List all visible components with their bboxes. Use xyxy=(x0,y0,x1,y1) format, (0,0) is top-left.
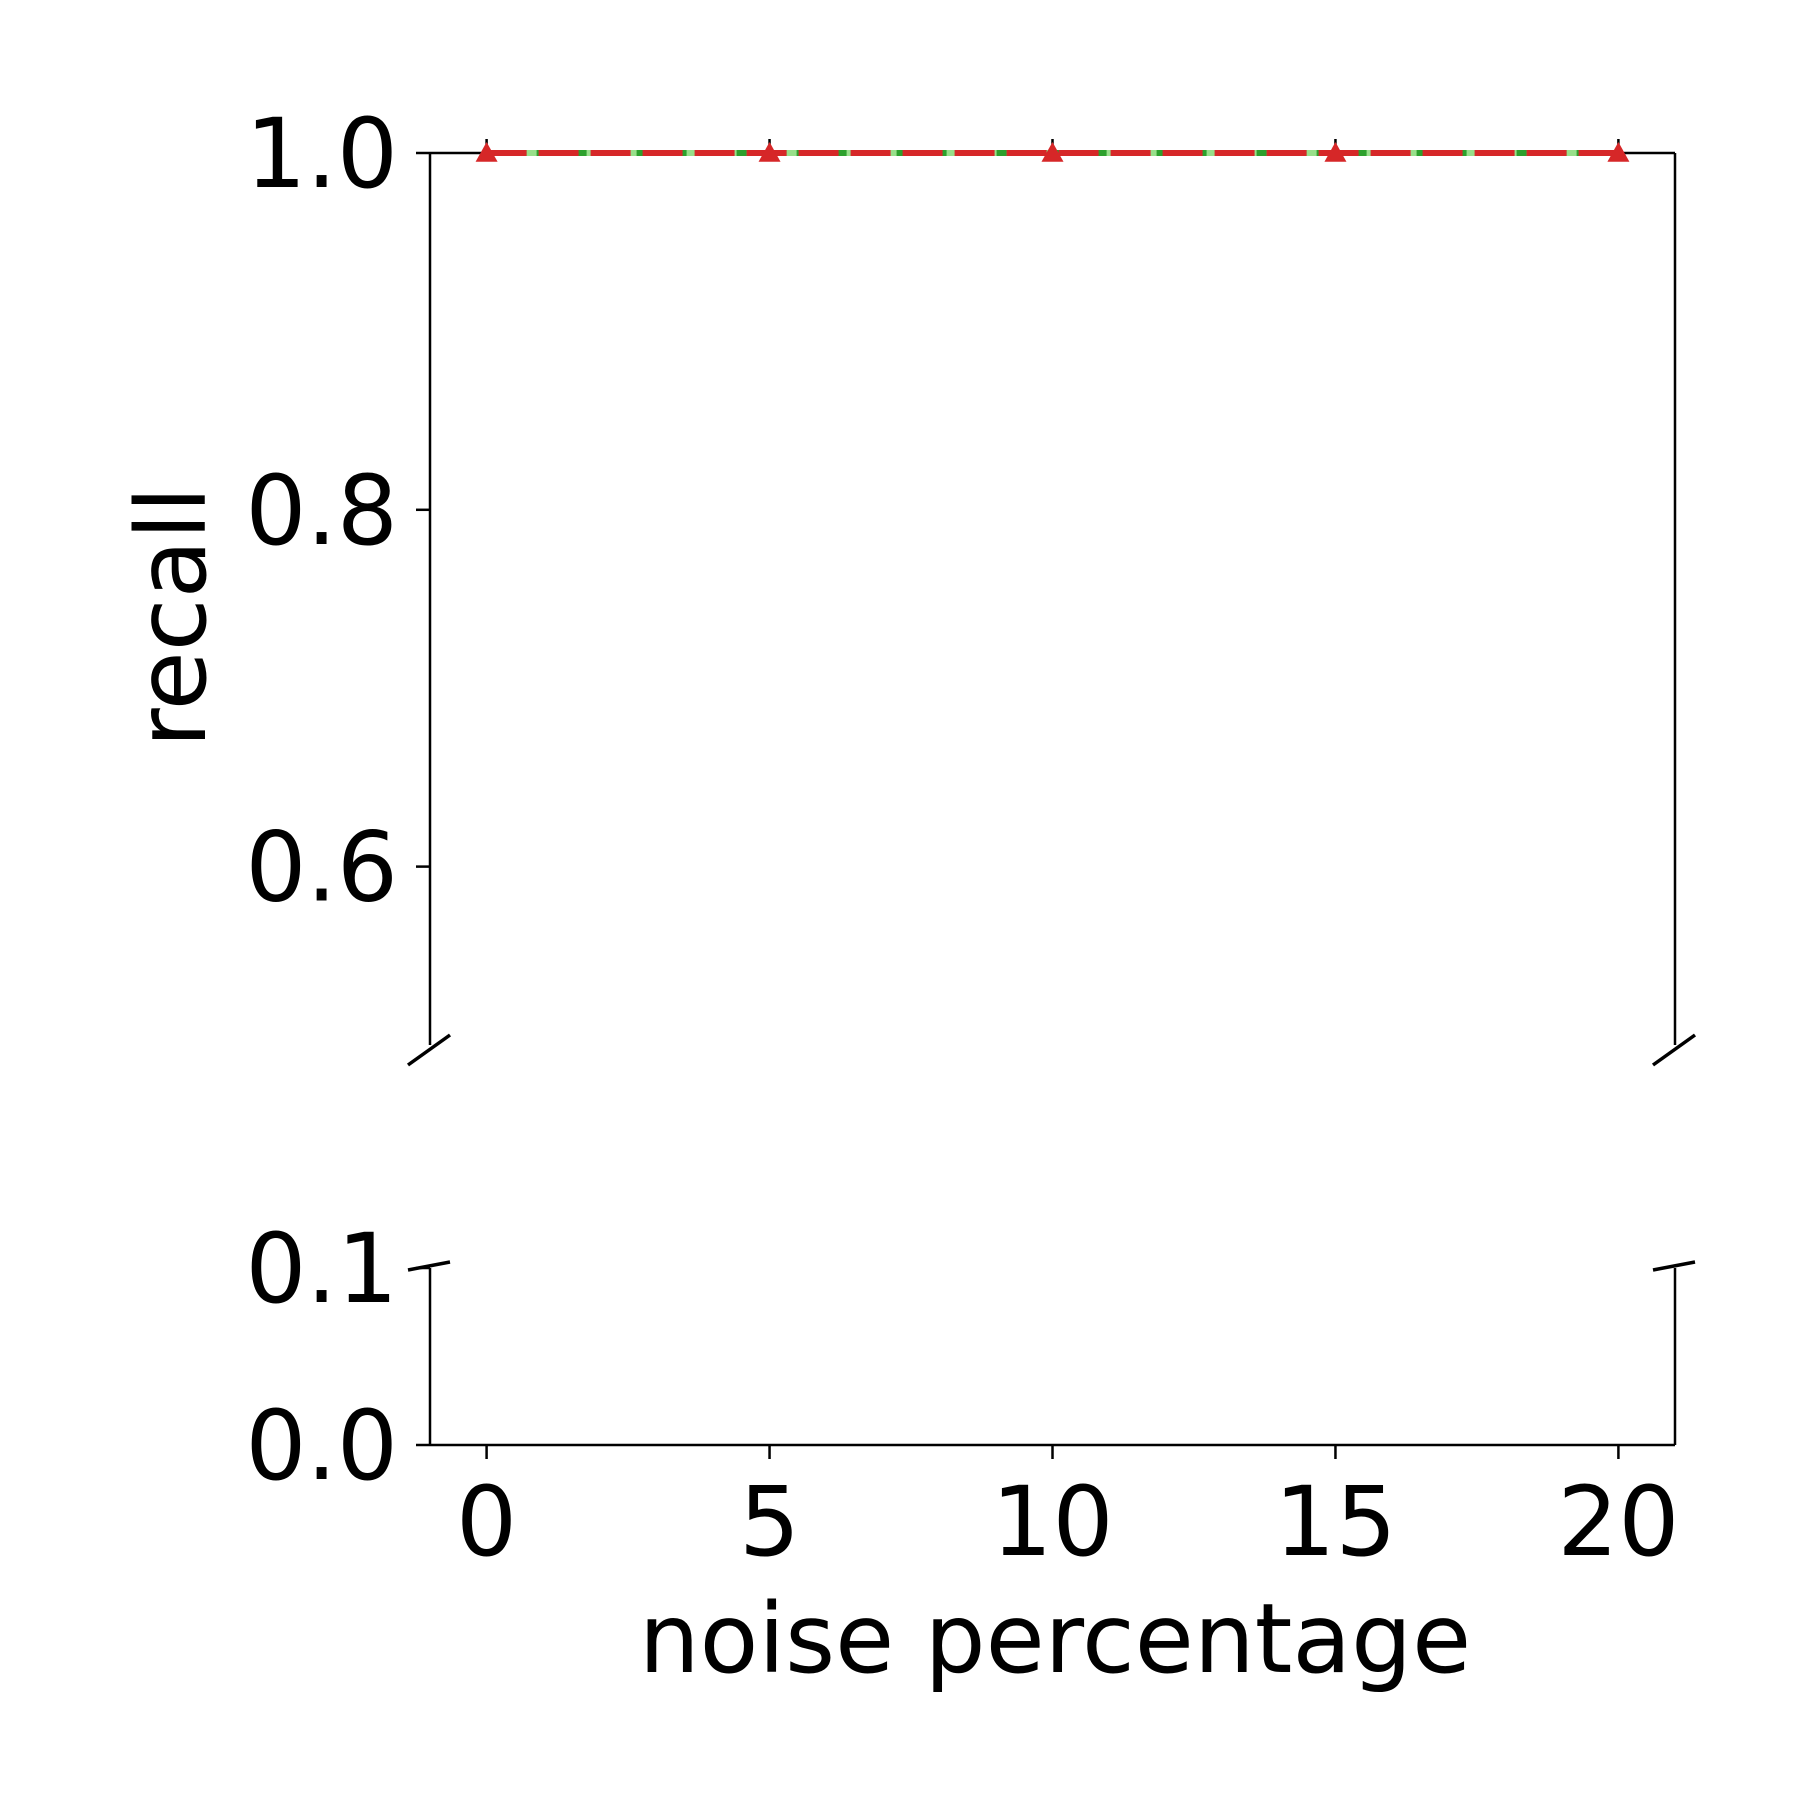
data-point-marker xyxy=(1607,142,1630,162)
data-point-marker xyxy=(1041,142,1064,162)
x-tick-label: 5 xyxy=(739,1466,800,1578)
data-point-marker xyxy=(758,142,781,162)
upper-panel: 0.6 0.8 1.0 xyxy=(245,98,1697,1067)
x-axis: 0 5 10 15 20 xyxy=(456,139,1679,1578)
x-tick-label: 10 xyxy=(991,1466,1113,1578)
series-layer xyxy=(475,142,1630,162)
break-mark-lower-left xyxy=(407,1260,451,1272)
x-axis-label: noise percentage xyxy=(639,1583,1471,1695)
data-point-marker xyxy=(475,142,498,162)
data-point-marker xyxy=(1324,142,1347,162)
x-tick-label: 15 xyxy=(1274,1466,1396,1578)
break-mark-lower-right xyxy=(1652,1260,1696,1272)
break-mark-upper-left xyxy=(406,1033,452,1067)
lower-panel: 0.0 0.1 xyxy=(245,1213,1696,1502)
break-mark-upper-right xyxy=(1651,1033,1697,1067)
y-axis-label: recall xyxy=(116,486,228,747)
y-tick-label: 1.0 xyxy=(245,98,398,210)
y-tick-label: 0.6 xyxy=(245,812,398,924)
x-tick-label: 20 xyxy=(1557,1466,1679,1578)
x-tick-label: 0 xyxy=(456,1466,517,1578)
y-tick-label: 0.8 xyxy=(245,455,398,567)
y-tick-label: 0.1 xyxy=(245,1213,398,1325)
y-tick-label: 0.0 xyxy=(245,1390,398,1502)
